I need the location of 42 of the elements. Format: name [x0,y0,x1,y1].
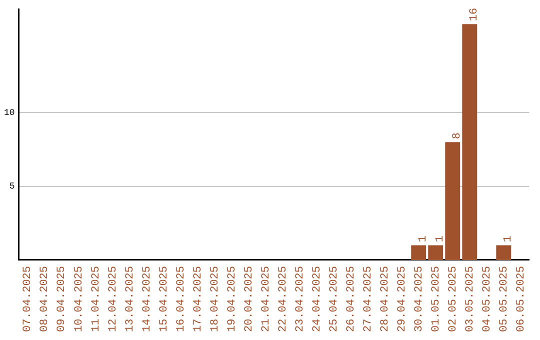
data-label: 1 [434,235,447,242]
data-label: 16 [468,8,481,22]
x-tick-label: 18.04.2025 [209,266,222,332]
bar [445,142,460,260]
x-tick-label: 01.05.2025 [430,266,443,332]
x-tick-label: 16.04.2025 [175,266,188,332]
x-tick-label: 07.04.2025 [22,266,34,332]
y-tick-label: 10 [4,108,15,118]
bar [496,245,512,260]
x-tick-label: 24.04.2025 [311,266,324,332]
data-label: 8 [452,132,464,140]
bar [428,245,444,260]
x-tick-label: 25.04.2025 [328,266,340,332]
x-tick-label: 29.04.2025 [396,266,408,332]
x-tick-label: 13.04.2025 [124,266,136,332]
bar [411,245,426,260]
x-tick-label: 05.05.2025 [498,266,511,332]
x-tick-label: 26.04.2025 [345,266,358,332]
x-tick-label: 22.04.2025 [277,266,290,332]
x-tick-label: 09.04.2025 [56,266,68,332]
x-tick-label: 12.04.2025 [107,266,120,332]
x-tick-label: 11.04.2025 [90,266,102,332]
x-tick-label: 23.04.2025 [294,266,306,332]
x-tick-label: 17.04.2025 [192,266,204,332]
x-tick-label: 21.04.2025 [260,266,272,332]
x-tick-label: 30.04.2025 [414,266,426,332]
x-tick-label: 27.04.2025 [362,266,374,332]
x-tick-label: 28.04.2025 [379,266,392,332]
x-tick-label: 06.05.2025 [516,266,528,332]
y-tick-label: 5 [9,182,15,192]
data-label: 1 [502,235,515,242]
x-tick-label: 15.04.2025 [158,266,170,332]
x-tick-label: 20.04.2025 [243,266,256,332]
x-tick-label: 04.05.2025 [482,266,494,332]
x-tick-label: 03.05.2025 [464,266,477,332]
x-tick-label: 08.04.2025 [39,266,52,332]
x-tick-label: 02.05.2025 [448,266,460,332]
x-tick-label: 19.04.2025 [226,266,238,332]
data-label: 1 [418,235,430,242]
x-tick-label: 10.04.2025 [73,266,86,332]
bar [462,24,478,260]
x-tick-label: 14.04.2025 [141,266,154,332]
